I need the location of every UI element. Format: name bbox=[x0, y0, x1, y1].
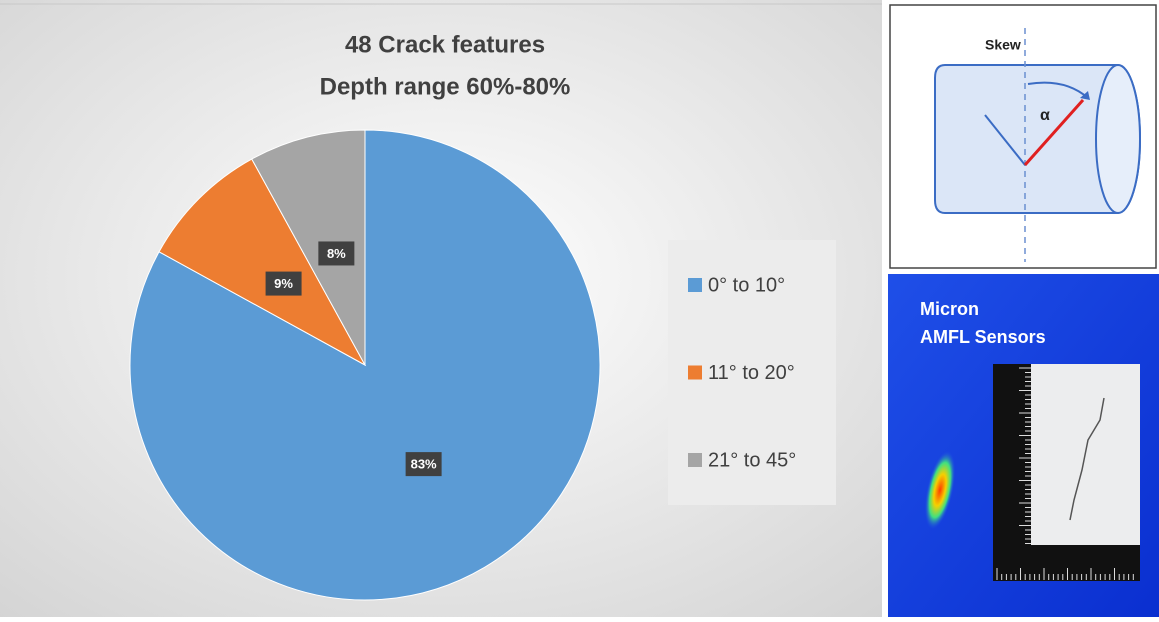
chart-title: 48 Crack features bbox=[345, 31, 545, 58]
signal-spot bbox=[924, 450, 956, 530]
crack bbox=[1069, 397, 1105, 521]
legend-swatch bbox=[688, 278, 702, 292]
photo-caption: Micron bbox=[920, 299, 979, 319]
angle-label: α bbox=[1040, 107, 1050, 124]
legend-swatch bbox=[688, 453, 702, 467]
diagram-label: Skew bbox=[985, 37, 1021, 53]
arrow-head bbox=[1080, 91, 1090, 100]
data-label-box bbox=[265, 271, 302, 296]
angle-arc bbox=[1027, 81, 1089, 99]
pie: 83% 9% 8% bbox=[129, 129, 601, 601]
data-label: 9% bbox=[274, 276, 293, 291]
cylinder-end bbox=[1095, 64, 1141, 214]
pie-slice bbox=[251, 129, 366, 366]
photo-caption: AMFL Sensors bbox=[920, 327, 1046, 347]
sensor-photo: Micron AMFL Sensors bbox=[888, 274, 1159, 617]
data-label: 83% bbox=[411, 457, 437, 472]
pie-slice bbox=[158, 158, 367, 367]
data-label-box bbox=[405, 452, 442, 477]
crack-line bbox=[1023, 99, 1085, 166]
skew-line bbox=[984, 114, 1026, 166]
legend-label: 11° to 20° bbox=[708, 362, 795, 384]
data-label-box bbox=[318, 241, 355, 266]
legend-swatch bbox=[688, 365, 702, 380]
ruler-horizontal bbox=[993, 545, 1140, 581]
sample-paper bbox=[1030, 364, 1140, 577]
ruler-vertical bbox=[993, 364, 1031, 580]
legend-label: 0° to 10° bbox=[708, 274, 785, 296]
legend: 0° to 10° 11° to 20° 21° to 45° bbox=[688, 274, 796, 471]
skew-diagram: Skew α bbox=[889, 4, 1157, 269]
legend-label: 21° to 45° bbox=[708, 449, 796, 471]
chart-subtitle: Depth range 60%-80% bbox=[320, 73, 571, 100]
data-label: 8% bbox=[327, 246, 346, 261]
